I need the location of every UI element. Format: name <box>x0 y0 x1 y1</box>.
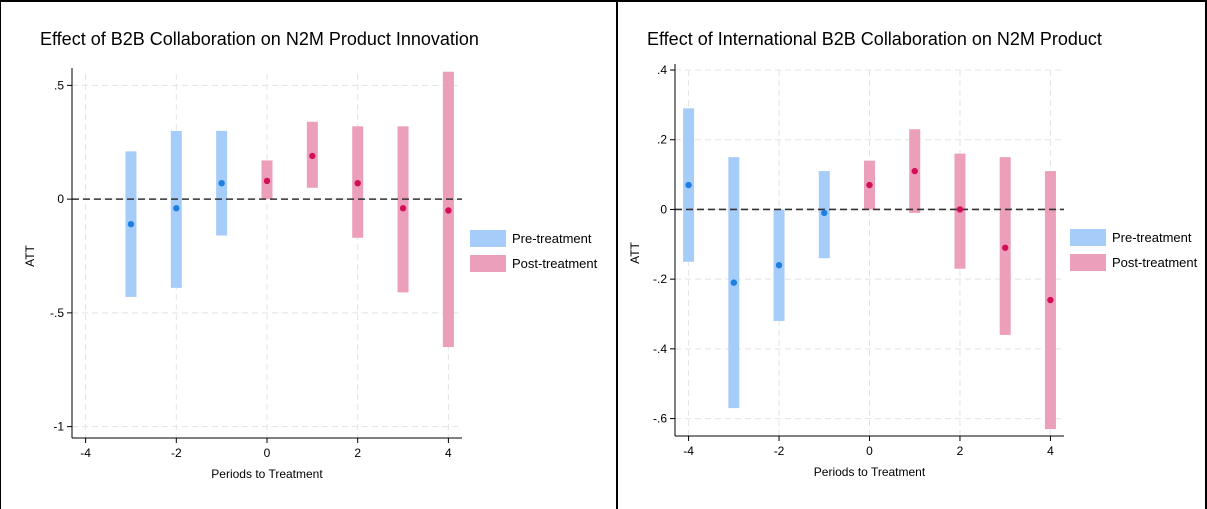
pre-treatment-point <box>685 181 692 189</box>
post-treatment-point <box>956 206 964 213</box>
pre-treatment-point <box>821 209 828 217</box>
pre-treatment-point <box>127 220 135 228</box>
chart-panel-right: Effect of International B2B Collaboratio… <box>617 0 1207 509</box>
chart-left-svg: Effect of B2B Collaboration on N2M Produ… <box>23 29 598 481</box>
y-tick-label: .2 <box>657 133 667 147</box>
frame-top-border <box>0 0 1207 2</box>
x-tick-label: 2 <box>957 444 964 458</box>
y-tick-label: -.6 <box>653 412 667 426</box>
y-axis-label: ATT <box>23 244 37 266</box>
chart-right-svg: Effect of International B2B Collaboratio… <box>628 29 1198 479</box>
frame-left-border <box>0 0 1 509</box>
y-tick-label: .4 <box>657 63 667 77</box>
post-treatment-point <box>911 167 918 175</box>
chart-title: Effect of International B2B Collaboratio… <box>647 29 1102 49</box>
x-tick-label: -4 <box>683 444 694 458</box>
legend-swatch-pre-treatment <box>470 230 506 247</box>
post-treatment-point <box>263 177 271 185</box>
x-tick-label: -2 <box>774 444 785 458</box>
pre-treatment-point <box>218 180 225 187</box>
legend-swatch-pre-treatment <box>1070 229 1106 246</box>
post-treatment-point <box>445 207 452 214</box>
chart-title: Effect of B2B Collaboration on N2M Produ… <box>40 29 479 49</box>
post-treatment-point <box>1047 296 1054 304</box>
y-tick-label: -1 <box>53 420 64 434</box>
pre-treatment-point <box>730 279 738 286</box>
post-treatment-point <box>309 152 316 160</box>
y-tick-label: -.4 <box>653 342 667 356</box>
post-treatment-point <box>866 181 873 189</box>
legend-label-pre-treatment: Pre-treatment <box>1112 230 1192 245</box>
y-tick-label: 0 <box>57 192 64 206</box>
x-tick-label: 0 <box>866 444 873 458</box>
y-tick-label: -.2 <box>653 272 667 286</box>
legend-label-pre-treatment: Pre-treatment <box>512 231 592 246</box>
x-tick-label: -2 <box>171 446 182 460</box>
legend-label-post-treatment: Post-treatment <box>1112 255 1198 270</box>
pre-treatment-point <box>173 205 180 212</box>
x-tick-label: 4 <box>445 446 452 460</box>
pre-treatment-point <box>775 262 783 269</box>
x-tick-label: 0 <box>264 446 271 460</box>
frame-divider <box>616 0 618 509</box>
frame-right-border <box>1205 0 1207 509</box>
x-tick-label: -4 <box>80 446 91 460</box>
legend-swatch-post-treatment <box>1070 254 1106 271</box>
x-axis-label: Periods to Treatment <box>211 467 323 481</box>
y-axis-label: ATT <box>628 241 642 263</box>
legend-swatch-post-treatment <box>470 255 506 272</box>
post-treatment-point <box>354 180 361 187</box>
x-axis-label: Periods to Treatment <box>814 465 926 479</box>
post-treatment-point <box>399 205 407 212</box>
chart-panel-left: Effect of B2B Collaboration on N2M Produ… <box>23 29 598 481</box>
y-tick-label: -.5 <box>50 306 64 320</box>
y-tick-label: .5 <box>54 78 64 92</box>
y-tick-label: 0 <box>660 202 667 216</box>
legend-label-post-treatment: Post-treatment <box>512 256 598 271</box>
x-tick-label: 4 <box>1047 444 1054 458</box>
x-tick-label: 2 <box>354 446 361 460</box>
post-treatment-point <box>1001 244 1009 251</box>
